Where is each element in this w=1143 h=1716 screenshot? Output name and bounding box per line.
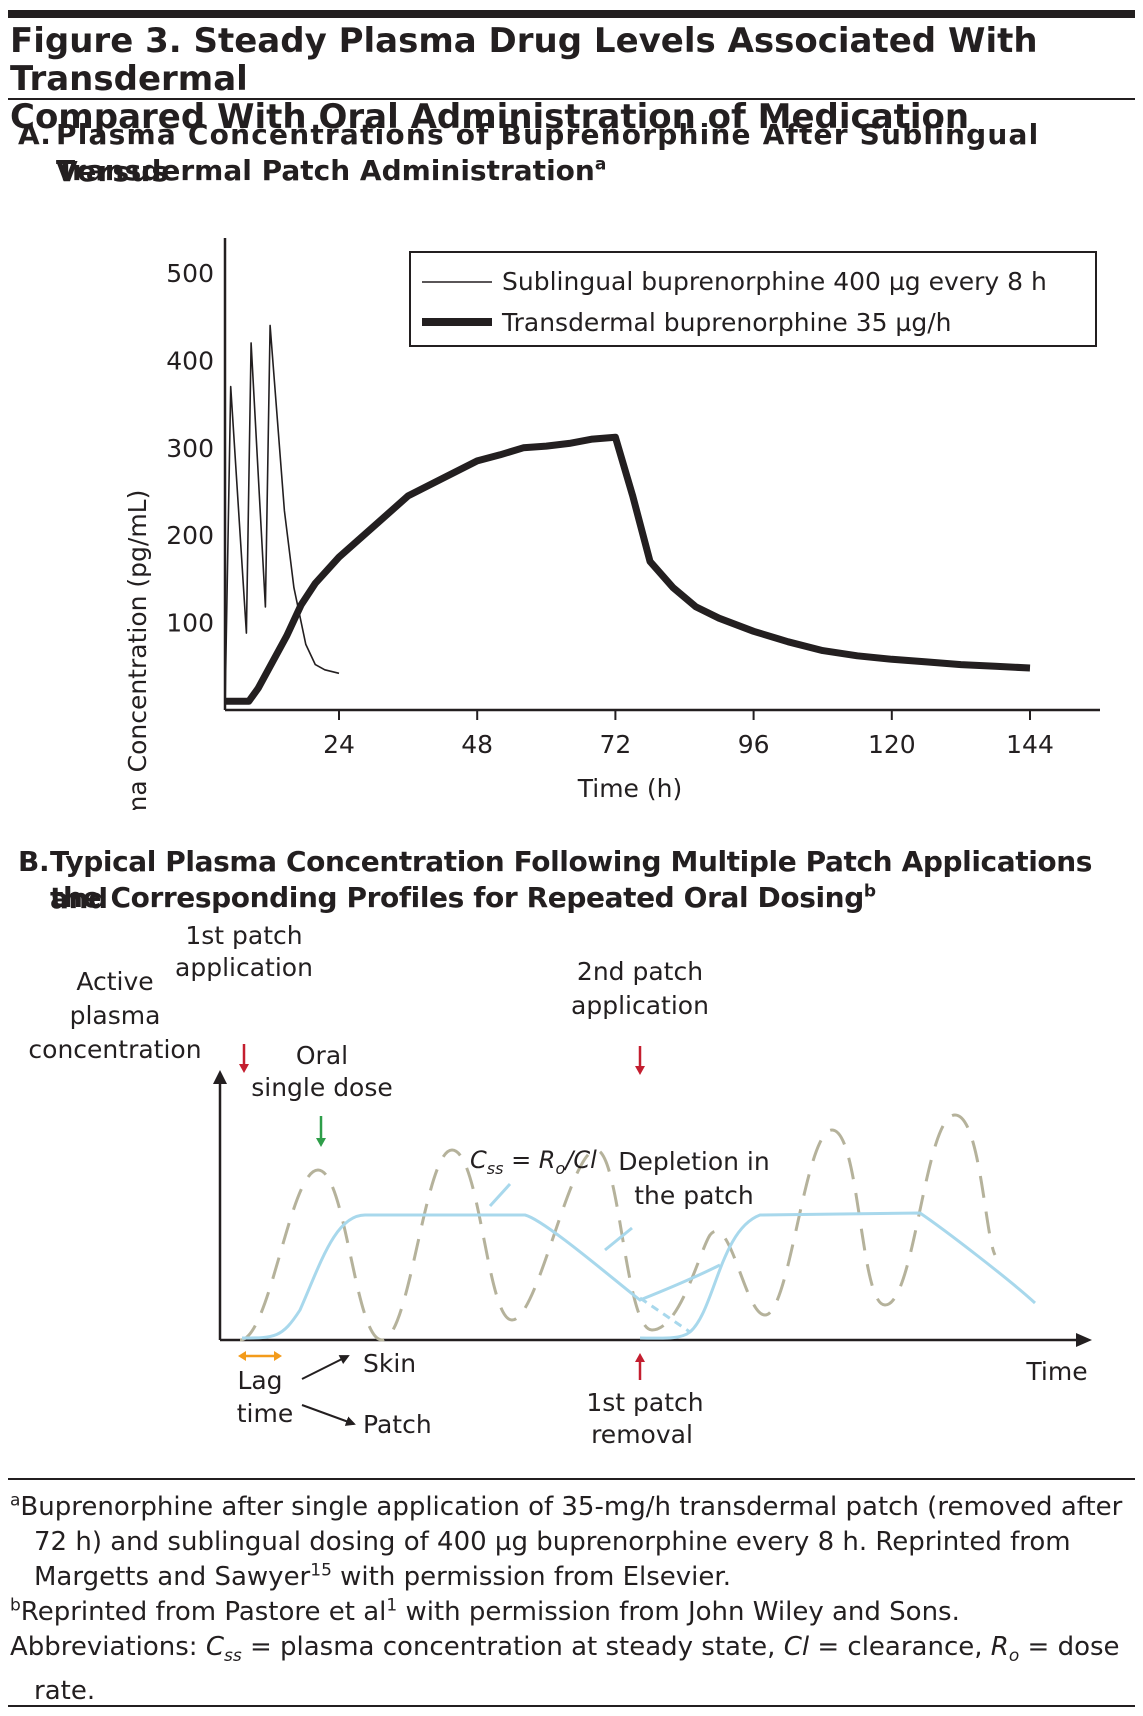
- y-tick-label: 500: [166, 259, 214, 288]
- panel-a-title-line1: Plasma Concentrations of Buprenorphine A…: [56, 118, 1040, 188]
- patch-curve-decay-dashed: [639, 1296, 691, 1334]
- panel-b-title-line2: the Corresponding Profiles for Repeated …: [50, 881, 876, 914]
- figure-title-line1: Figure 3. Steady Plasma Drug Levels Asso…: [10, 21, 1038, 99]
- css-pointer: [488, 1182, 512, 1208]
- x-tick-label: 72: [599, 730, 631, 759]
- y-tick-label: 200: [166, 521, 214, 550]
- legend-label-sublingual: Sublingual buprenorphine 400 µg every 8 …: [502, 267, 1047, 296]
- legend-label-transdermal: Transdermal buprenorphine 35 µg/h: [501, 308, 951, 337]
- x-axis-label: Time (h): [577, 774, 682, 803]
- depletion-pointer: [604, 1226, 633, 1252]
- skin-label: Skin: [363, 1349, 416, 1378]
- oral-dose-label-line1: Oral: [296, 1041, 348, 1070]
- b-y-axis-arrowhead: [213, 1070, 227, 1084]
- bottom-rule: [8, 1705, 1135, 1707]
- footnote-abbreviations-line2: rate.: [34, 1676, 96, 1707]
- patch-label: Patch: [363, 1410, 432, 1439]
- legend: Sublingual buprenorphine 400 µg every 8 …: [409, 251, 1097, 347]
- y-tick-label: 100: [166, 609, 214, 638]
- patch-curve-second: [639, 1211, 1037, 1340]
- lag-label-line2: time: [237, 1399, 293, 1428]
- sublingual-series-line: [224, 324, 340, 711]
- footnote-a-line2: 72 h) and sublingual dosing of 400 µg bu…: [34, 1527, 1071, 1557]
- skin-arrow: [301, 1355, 350, 1380]
- patch1-apply-arrow: [239, 1044, 249, 1073]
- removal-label-line1: 1st patch: [586, 1388, 703, 1417]
- lag-time-arrow: [238, 1351, 282, 1361]
- y-tick-label: 300: [166, 434, 214, 463]
- footnote-b: bReprinted from Pastore et al1 with perm…: [10, 1595, 960, 1627]
- panel-a-title-line2: Transdermal Patch Administrationa: [56, 154, 607, 187]
- panel-b-title-line1: Typical Plasma Concentration Following M…: [50, 845, 1093, 915]
- b-ylabel-line3: concentration: [28, 1035, 201, 1064]
- top-rule: [8, 10, 1135, 18]
- panel-b-title: B. Typical Plasma Concentration Followin…: [18, 843, 1128, 923]
- panel-a-title: A. Plasma Concentrations of Buprenorphin…: [18, 116, 1128, 196]
- oral-dose-arrow: [316, 1116, 326, 1147]
- footnote-a-line1: aBuprenorphine after single application …: [10, 1490, 1123, 1522]
- oral-dose-label-line2: single dose: [251, 1073, 393, 1102]
- oral-dosing-curve: [239, 1113, 997, 1342]
- lag-label-line1: Lag: [237, 1366, 282, 1395]
- css-formula: Css = Ro/Cl: [470, 1146, 597, 1178]
- patch1-apply-line1: 1st patch: [185, 921, 302, 950]
- transdermal-series-line: [225, 433, 1031, 705]
- footnote-a-line3: Margetts and Sawyer15 with permission fr…: [34, 1560, 731, 1592]
- y-tick-label: 400: [166, 346, 214, 375]
- b-ylabel-line1: Active: [76, 967, 153, 996]
- x-tick-label: 48: [461, 730, 493, 759]
- footnotes: aBuprenorphine after single application …: [10, 1490, 1135, 1709]
- patch2-apply-label-line2: application: [571, 991, 709, 1020]
- footnote-abbreviations: Abbreviations: Css = plasma concentratio…: [10, 1632, 1120, 1667]
- figure-title-line2: Compared With Oral Administration of Med…: [10, 97, 970, 137]
- panel-a-axes: [223, 238, 1100, 712]
- removal-label-line2: removal: [591, 1420, 693, 1449]
- legend-box: [409, 251, 1097, 347]
- panel-a-chart: 24 48 72 96 120 144 100 200 300 400 500 Plasma Con…: [123, 238, 1100, 810]
- figure-title: Figure 3. Steady Plasma Drug Levels Asso…: [10, 22, 1135, 136]
- b-ylabel-line2: plasma: [70, 1001, 161, 1030]
- patch2-apply-label-line1: 2nd patch: [577, 957, 703, 986]
- patch2-apply-arrow: [635, 1046, 645, 1075]
- panel-b-chart: Active plasma concentration 1st patch ap…: [28, 921, 1092, 1449]
- x-tick-label: 96: [738, 730, 770, 759]
- patch-removal-arrow: [635, 1353, 645, 1380]
- patch-curve-first: [241, 1213, 721, 1340]
- patch-arrow: [301, 1404, 356, 1426]
- patch1-apply-label: application: [175, 953, 313, 982]
- panel-b-letter: B.: [18, 845, 50, 878]
- footnote-rule: [8, 1478, 1135, 1480]
- b-x-axis-label: Time: [1025, 1357, 1087, 1386]
- x-tick-label: 24: [323, 730, 355, 759]
- title-rule: [8, 98, 1135, 100]
- x-tick-label: 144: [1006, 730, 1054, 759]
- b-x-axis-arrowhead: [1076, 1333, 1092, 1347]
- depletion-label-line2: the patch: [634, 1181, 754, 1210]
- panel-a-letter: A.: [18, 118, 51, 151]
- x-tick-label: 120: [868, 730, 916, 759]
- y-axis-label: Plasma Concentration (pg/mL): [123, 490, 152, 810]
- depletion-label-line1: Depletion in: [618, 1147, 769, 1176]
